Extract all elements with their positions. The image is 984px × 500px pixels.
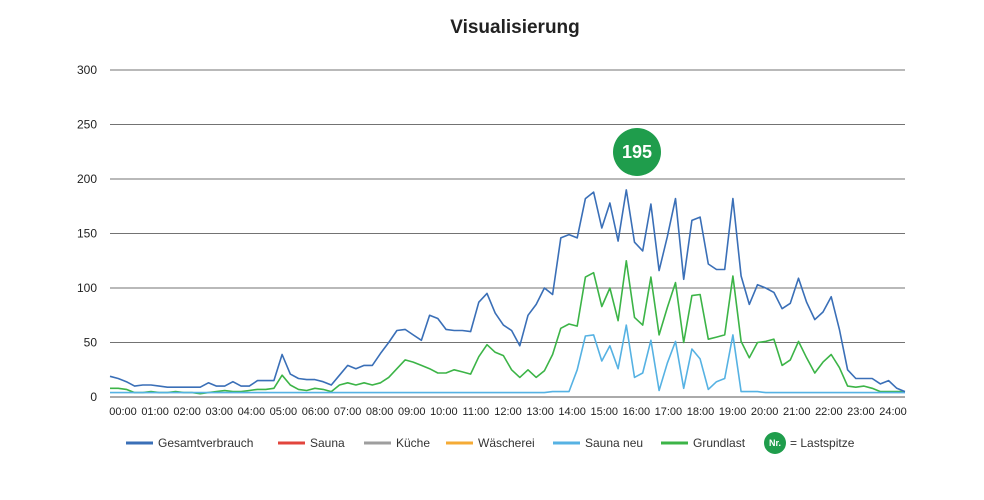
peak-marker: 195 [613, 128, 661, 176]
x-tick-label: 11:00 [463, 406, 490, 418]
x-tick-label: 16:00 [623, 406, 651, 418]
legend-label: Sauna neu [585, 436, 643, 450]
peak-marker-circle [613, 128, 661, 176]
x-tick-label: 04:00 [238, 406, 266, 418]
y-tick-label: 250 [77, 118, 97, 132]
peak-marker-value: 195 [622, 142, 652, 162]
grid [110, 69, 905, 398]
y-tick-label: 100 [77, 281, 97, 295]
legend-peak-badge-text: Nr. [769, 438, 781, 448]
y-tick-label: 50 [84, 336, 98, 350]
x-tick-label: 24:00 [879, 406, 907, 418]
x-tick-label: 09:00 [398, 406, 426, 418]
x-tick-label: 02:00 [173, 406, 201, 418]
x-tick-label: 17:00 [655, 406, 683, 418]
x-tick-label: 20:00 [751, 406, 779, 418]
x-tick-label: 00:00 [109, 406, 137, 418]
legend-peak-label: = Lastspitze [790, 436, 855, 450]
legend-label: Sauna [310, 436, 345, 450]
legend-label: Wäscherei [478, 436, 535, 450]
x-tick-label: 08:00 [366, 406, 394, 418]
x-axis: 00:00 01:00 02:00 03:00 04:00 05:00 06:00 07:00… [109, 406, 907, 418]
series-line-gesamtverbrauch [109, 189, 906, 393]
series-line-grundlast [110, 259, 905, 395]
plot-area [109, 189, 906, 395]
x-tick-label: 06:00 [302, 406, 330, 418]
x-tick-label: 19:00 [719, 406, 747, 418]
x-tick-label: 14:00 [558, 406, 586, 418]
x-tick-label: 05:00 [270, 406, 298, 418]
legend-label: Küche [396, 436, 430, 450]
legend-label: Grundlast [693, 436, 746, 450]
y-tick-label: 200 [77, 172, 97, 186]
legend-peak-badge [764, 432, 786, 454]
x-tick-label: 03:00 [205, 406, 233, 418]
x-tick-label: 07:00 [334, 406, 362, 418]
y-tick-label: 150 [77, 227, 97, 241]
y-axis: 0 50 100 150 200 250 300 [77, 63, 97, 404]
x-tick-label: 01:00 [141, 406, 169, 418]
x-tick-label: 13:00 [526, 406, 554, 418]
x-tick-label: 23:00 [847, 406, 875, 418]
x-tick-label: 21:00 [783, 406, 811, 418]
x-tick-label: 12:00 [494, 406, 522, 418]
series-line-sauna-neu [110, 324, 905, 394]
x-tick-label: 18:00 [687, 406, 715, 418]
chart-title: Visualisierung [450, 17, 580, 38]
y-tick-label: 300 [77, 63, 97, 77]
x-tick-label: 15:00 [590, 406, 618, 418]
y-tick-label: 0 [90, 390, 97, 404]
legend-label: Gesamtverbrauch [158, 436, 253, 450]
legend: Gesamtverbrauch Sauna Küche Wäscherei Sauna … [126, 432, 855, 454]
x-tick-label: 22:00 [815, 406, 843, 418]
x-tick-label: 10:00 [430, 406, 458, 418]
